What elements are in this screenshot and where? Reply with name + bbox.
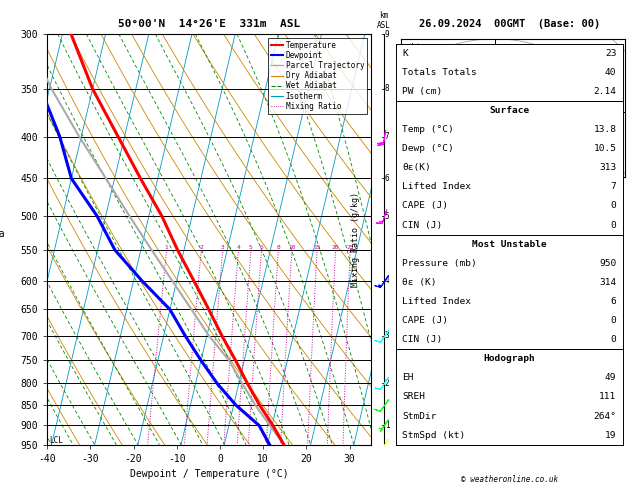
- Text: CIN (J): CIN (J): [403, 335, 443, 344]
- Text: 6: 6: [385, 174, 389, 183]
- Text: 3: 3: [221, 245, 225, 250]
- Text: 25: 25: [347, 245, 354, 250]
- Text: Pressure (mb): Pressure (mb): [403, 259, 477, 268]
- Text: 19: 19: [605, 431, 616, 440]
- Text: LCL: LCL: [49, 436, 63, 446]
- Text: Lifted Index: Lifted Index: [403, 182, 472, 191]
- Text: 8: 8: [385, 85, 389, 93]
- Text: km
ASL: km ASL: [377, 11, 391, 30]
- Text: 10: 10: [500, 143, 508, 149]
- Text: Surface: Surface: [489, 106, 530, 115]
- Text: 2: 2: [199, 245, 203, 250]
- Text: 313: 313: [599, 163, 616, 172]
- Text: SREH: SREH: [403, 392, 425, 401]
- Legend: Temperature, Dewpoint, Parcel Trajectory, Dry Adiabat, Wet Adiabat, Isotherm, Mi: Temperature, Dewpoint, Parcel Trajectory…: [268, 38, 367, 114]
- Text: Lifted Index: Lifted Index: [403, 297, 472, 306]
- Text: Temp (°C): Temp (°C): [403, 125, 454, 134]
- Text: Mixing Ratio (g/kg): Mixing Ratio (g/kg): [351, 192, 360, 287]
- Text: Totals Totals: Totals Totals: [403, 68, 477, 77]
- Text: EH: EH: [403, 373, 414, 382]
- X-axis label: Dewpoint / Temperature (°C): Dewpoint / Temperature (°C): [130, 469, 289, 479]
- Text: 20: 20: [331, 245, 339, 250]
- Text: 1: 1: [165, 245, 169, 250]
- Text: 314: 314: [599, 278, 616, 287]
- Text: 7: 7: [385, 132, 389, 141]
- Text: 15: 15: [313, 245, 321, 250]
- Text: 20: 20: [500, 180, 508, 186]
- Text: 2.14: 2.14: [594, 87, 616, 96]
- Text: 5: 5: [385, 211, 389, 221]
- Text: 13.8: 13.8: [594, 125, 616, 134]
- Text: StmSpd (kt): StmSpd (kt): [403, 431, 465, 440]
- Text: 264°: 264°: [594, 412, 616, 420]
- Text: 26.09.2024  00GMT  (Base: 00): 26.09.2024 00GMT (Base: 00): [419, 19, 601, 29]
- Text: 7: 7: [611, 182, 616, 191]
- Text: © weatheronline.co.uk: © weatheronline.co.uk: [461, 474, 559, 484]
- Text: 6: 6: [260, 245, 263, 250]
- Text: Dewp (°C): Dewp (°C): [403, 144, 454, 153]
- Text: PW (cm): PW (cm): [403, 87, 443, 96]
- Text: 950: 950: [599, 259, 616, 268]
- Text: CAPE (J): CAPE (J): [403, 316, 448, 325]
- Text: 40: 40: [605, 68, 616, 77]
- Text: 6: 6: [611, 297, 616, 306]
- Text: 10.5: 10.5: [594, 144, 616, 153]
- Text: 0: 0: [611, 201, 616, 210]
- Text: 49: 49: [605, 373, 616, 382]
- Text: 111: 111: [599, 392, 616, 401]
- Text: 3: 3: [385, 331, 389, 340]
- Text: 1: 1: [385, 421, 389, 430]
- Text: 0: 0: [611, 221, 616, 229]
- Text: 8: 8: [276, 245, 280, 250]
- Text: 23: 23: [605, 49, 616, 58]
- Text: 10: 10: [288, 245, 296, 250]
- Text: StmDir: StmDir: [403, 412, 437, 420]
- Text: 2: 2: [385, 379, 389, 388]
- Text: kt: kt: [411, 43, 421, 52]
- Y-axis label: hPa: hPa: [0, 229, 4, 240]
- Text: θε(K): θε(K): [403, 163, 431, 172]
- Text: Hodograph: Hodograph: [484, 354, 535, 363]
- Text: CIN (J): CIN (J): [403, 221, 443, 229]
- Text: θε (K): θε (K): [403, 278, 437, 287]
- Text: 4: 4: [237, 245, 240, 250]
- Text: Most Unstable: Most Unstable: [472, 240, 547, 249]
- Text: 50°00'N  14°26'E  331m  ASL: 50°00'N 14°26'E 331m ASL: [118, 19, 300, 29]
- Text: 5: 5: [249, 245, 253, 250]
- Text: 0: 0: [611, 335, 616, 344]
- Text: CAPE (J): CAPE (J): [403, 201, 448, 210]
- Text: 0: 0: [611, 316, 616, 325]
- Text: 9: 9: [385, 30, 389, 38]
- Text: K: K: [403, 49, 408, 58]
- Text: 4: 4: [385, 277, 389, 285]
